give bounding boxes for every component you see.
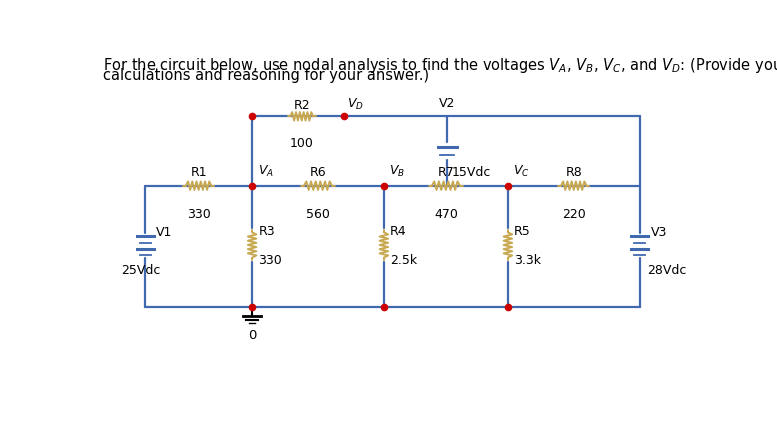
Text: 3.3k: 3.3k [514,253,541,266]
Text: R4: R4 [390,225,406,238]
Text: R3: R3 [258,225,275,238]
Text: R1: R1 [190,166,207,179]
Text: R6: R6 [310,166,326,179]
Text: $V_A$: $V_A$ [257,163,274,179]
Text: V1: V1 [156,226,172,239]
Text: 0: 0 [248,328,256,341]
Text: V3: V3 [650,226,667,239]
Text: R5: R5 [514,225,531,238]
Text: 220: 220 [562,208,586,221]
Text: 470: 470 [434,208,458,221]
Text: calculations and reasoning for your answer.): calculations and reasoning for your answ… [103,68,430,83]
Text: For the circuit below, use nodal analysis to find the voltages $V_A$, $V_B$, $V_: For the circuit below, use nodal analysi… [103,56,777,74]
Text: 15Vdc: 15Vdc [451,166,490,178]
Text: R7: R7 [437,166,455,179]
Text: 330: 330 [186,208,211,221]
Text: 560: 560 [306,208,330,221]
Text: R2: R2 [294,99,310,112]
Text: 2.5k: 2.5k [390,253,417,266]
Text: $V_B$: $V_B$ [388,163,405,179]
Text: $V_D$: $V_D$ [347,97,364,112]
Text: 100: 100 [290,136,314,149]
Text: V2: V2 [439,96,455,110]
Text: 28Vdc: 28Vdc [647,263,687,276]
Text: $V_C$: $V_C$ [513,163,529,179]
Text: R8: R8 [566,166,582,179]
Text: 25Vdc: 25Vdc [122,263,161,276]
Text: 330: 330 [258,253,282,266]
